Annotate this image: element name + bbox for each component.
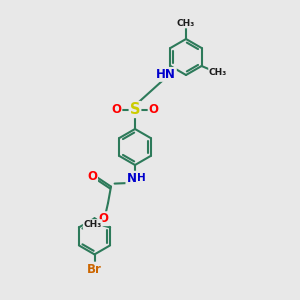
Text: HN: HN xyxy=(156,68,176,81)
Text: Br: Br xyxy=(87,262,102,276)
Text: CH₃: CH₃ xyxy=(209,68,227,76)
Text: O: O xyxy=(111,103,122,116)
Text: H: H xyxy=(137,173,146,183)
Text: N: N xyxy=(126,172,136,185)
Text: S: S xyxy=(130,102,140,117)
Text: CH₃: CH₃ xyxy=(177,19,195,28)
Text: O: O xyxy=(98,212,109,225)
Text: O: O xyxy=(87,169,97,183)
Text: O: O xyxy=(148,103,159,116)
Text: CH₃: CH₃ xyxy=(84,220,102,229)
